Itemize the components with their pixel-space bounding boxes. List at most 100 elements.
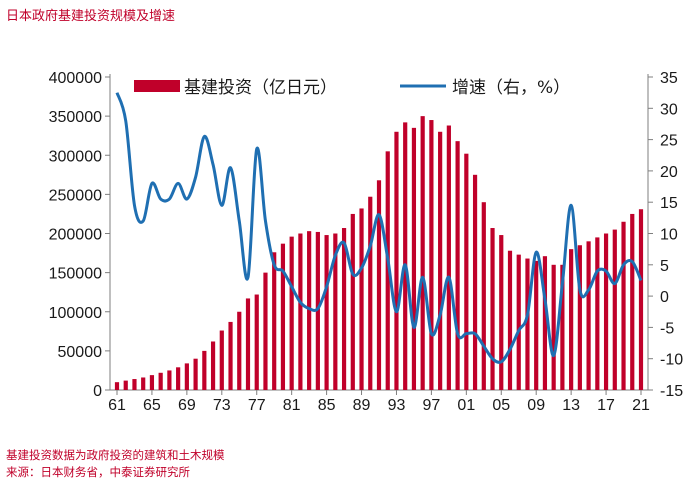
x-tick-label: 17 — [597, 397, 615, 414]
bar — [350, 213, 355, 390]
x-tick-label: 21 — [632, 397, 650, 414]
bar — [376, 180, 382, 390]
x-tick-label: 81 — [283, 397, 301, 414]
bar — [298, 233, 303, 390]
bar — [228, 321, 233, 390]
right-tick-label: -15 — [660, 383, 683, 400]
bar — [289, 236, 294, 390]
growth-line — [115, 92, 643, 364]
x-tick-label: 73 — [213, 397, 231, 414]
left-tick-label: 50000 — [58, 344, 103, 361]
chart-axes: 0500001000001500002000002500003000003500… — [49, 70, 684, 414]
bar — [420, 116, 425, 391]
bar — [455, 141, 460, 390]
bar — [394, 131, 399, 390]
bar — [446, 125, 451, 390]
bar — [595, 237, 600, 390]
bar — [167, 370, 172, 390]
right-tick-label: 10 — [660, 227, 678, 244]
bar — [630, 213, 635, 390]
bar — [141, 377, 146, 390]
bar — [132, 379, 137, 390]
x-tick-label: 01 — [457, 397, 475, 414]
bar — [534, 260, 539, 390]
bar-series — [114, 116, 644, 391]
bar — [586, 241, 591, 390]
right-tick-label: 5 — [660, 258, 669, 275]
bar — [272, 252, 277, 390]
source-note: 来源：日本财务省，中泰证券研究所 — [6, 465, 190, 479]
bar — [263, 272, 268, 391]
left-tick-label: 300000 — [49, 148, 102, 165]
bar — [114, 382, 120, 390]
bar — [193, 358, 198, 390]
bar — [385, 151, 390, 390]
bar — [315, 231, 320, 390]
bar — [603, 233, 609, 390]
right-tick-label: 35 — [660, 70, 678, 87]
line-series — [115, 92, 643, 364]
bar — [621, 221, 626, 390]
bar — [403, 122, 408, 390]
bar — [429, 120, 434, 390]
bar — [612, 229, 617, 390]
bar — [525, 258, 530, 390]
bar — [202, 350, 207, 391]
legend-bar-label: 基建投资（亿日元） — [184, 78, 337, 98]
x-tick-label: 69 — [178, 397, 196, 414]
bar — [210, 341, 216, 390]
left-tick-label: 150000 — [49, 266, 102, 283]
bar — [368, 196, 373, 390]
bar — [464, 153, 469, 390]
bar — [219, 330, 224, 390]
x-tick-label: 85 — [318, 397, 336, 414]
x-tick-label: 89 — [353, 397, 371, 414]
bar — [237, 311, 242, 390]
bar — [542, 256, 548, 390]
x-tick-label: 13 — [562, 397, 580, 414]
bar — [324, 235, 329, 390]
left-tick-label: 400000 — [49, 70, 102, 87]
bar — [577, 245, 582, 390]
bar — [481, 202, 486, 390]
bar — [245, 298, 251, 390]
bar — [184, 363, 189, 390]
bar — [499, 235, 504, 390]
x-tick-label: 97 — [423, 397, 441, 414]
page-title: 日本政府基建投资规模及增速 — [6, 9, 176, 24]
bar — [569, 249, 574, 390]
bar — [158, 372, 163, 390]
left-tick-label: 0 — [93, 383, 102, 400]
bar — [149, 375, 155, 390]
x-tick-label: 93 — [388, 397, 406, 414]
right-tick-label: 30 — [660, 101, 678, 118]
bar — [516, 254, 521, 390]
bar — [359, 208, 364, 390]
bar — [551, 264, 556, 390]
bar — [438, 131, 443, 390]
legend-bar-swatch — [134, 80, 180, 92]
bar — [472, 174, 478, 390]
legend: 基建投资（亿日元） 增速（右，%） — [134, 78, 570, 98]
right-tick-label: 20 — [660, 164, 678, 181]
bar — [411, 127, 417, 391]
bar — [254, 294, 259, 390]
x-tick-label: 77 — [248, 397, 266, 414]
x-tick-label: 61 — [108, 397, 126, 414]
legend-line-label: 增速（右，%） — [452, 78, 570, 98]
left-tick-label: 100000 — [49, 305, 102, 322]
x-tick-label: 05 — [492, 397, 510, 414]
left-tick-label: 350000 — [49, 109, 102, 126]
bar — [176, 367, 181, 390]
right-tick-label: 0 — [660, 289, 669, 306]
footnote: 基建投资数据为政府投资的建筑和土木规模 — [6, 448, 225, 462]
bar — [280, 243, 286, 390]
bar — [507, 250, 513, 390]
bar — [341, 228, 347, 390]
bar — [123, 380, 128, 390]
footer-notes: 基建投资数据为政府投资的建筑和土木规模 来源：日本财务省，中泰证券研究所 — [6, 447, 225, 481]
x-tick-label: 09 — [527, 397, 545, 414]
x-tick-label: 65 — [143, 397, 161, 414]
bar — [307, 231, 312, 390]
